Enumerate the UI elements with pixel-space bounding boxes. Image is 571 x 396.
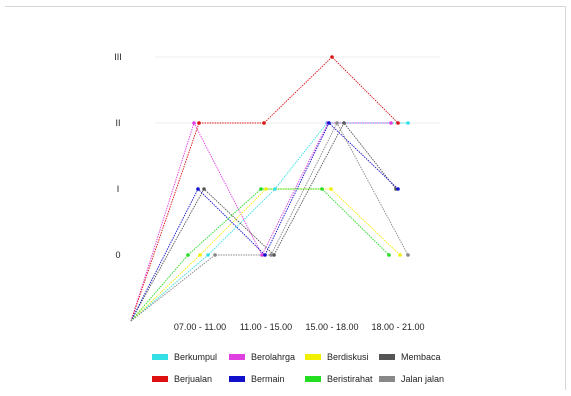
series-line bbox=[130, 122, 397, 322]
data-point bbox=[263, 253, 267, 257]
data-point bbox=[269, 253, 273, 257]
legend-label: Berdiskusi bbox=[327, 352, 369, 362]
data-point bbox=[406, 253, 410, 257]
y-tick-label: I bbox=[117, 184, 120, 194]
data-point bbox=[206, 253, 210, 257]
legend-swatch bbox=[229, 376, 245, 382]
legend-swatch bbox=[305, 354, 321, 360]
x-tick-label: 07.00 - 11.00 bbox=[174, 322, 226, 332]
data-point bbox=[260, 253, 264, 257]
legend: Berkumpul Berolahrga Berdiskusi Membaca Berj… bbox=[152, 352, 444, 384]
series-line bbox=[130, 122, 409, 322]
data-point bbox=[396, 187, 400, 191]
data-point bbox=[262, 121, 266, 125]
data-point bbox=[335, 121, 339, 125]
data-point bbox=[327, 121, 331, 125]
series-lines bbox=[130, 56, 409, 322]
data-point bbox=[198, 253, 202, 257]
legend-swatch bbox=[229, 354, 245, 360]
y-tick-label: II bbox=[115, 118, 120, 128]
data-point bbox=[389, 121, 393, 125]
series-line bbox=[130, 56, 399, 322]
legend-swatch bbox=[152, 376, 168, 382]
legend-label: Jalan jalan bbox=[401, 374, 444, 384]
legend-label: Beristirahat bbox=[327, 374, 373, 384]
data-point bbox=[320, 187, 324, 191]
data-point bbox=[342, 121, 346, 125]
chart-frame bbox=[5, 6, 566, 390]
legend-swatch bbox=[379, 354, 395, 360]
data-point bbox=[387, 253, 391, 257]
y-tick-label: III bbox=[114, 52, 122, 62]
x-tick-label: 18.00 - 21.00 bbox=[371, 322, 424, 332]
x-axis-ticks: 07.00 - 11.00 11.00 - 15.00 15.00 - 18.00 1… bbox=[174, 322, 425, 332]
legend-label: Berkumpul bbox=[174, 352, 217, 362]
legend-label: Bermain bbox=[251, 374, 285, 384]
legend-label: Berjualan bbox=[174, 374, 212, 384]
legend-label: Membaca bbox=[401, 352, 441, 362]
legend-label: Berolahrga bbox=[251, 352, 295, 362]
y-tick-label: 0 bbox=[115, 250, 120, 260]
data-point bbox=[197, 121, 201, 125]
data-point bbox=[330, 55, 334, 59]
series-line bbox=[130, 122, 399, 322]
legend-swatch bbox=[379, 376, 395, 382]
data-point bbox=[398, 253, 402, 257]
data-point bbox=[192, 121, 196, 125]
data-point bbox=[186, 253, 190, 257]
data-point bbox=[196, 187, 200, 191]
legend-swatch bbox=[152, 354, 168, 360]
data-point bbox=[406, 121, 410, 125]
data-point bbox=[272, 253, 276, 257]
data-point bbox=[259, 187, 263, 191]
data-point bbox=[264, 187, 268, 191]
x-tick-label: 11.00 - 15.00 bbox=[240, 322, 292, 332]
x-tick-label: 15.00 - 18.00 bbox=[305, 322, 358, 332]
series-line bbox=[130, 122, 408, 322]
series-line bbox=[130, 121, 391, 322]
data-point bbox=[273, 187, 277, 191]
data-point bbox=[213, 253, 217, 257]
data-point bbox=[329, 187, 333, 191]
series-points bbox=[186, 55, 410, 257]
data-point bbox=[396, 121, 400, 125]
legend-swatch bbox=[305, 376, 321, 382]
data-point bbox=[202, 187, 206, 191]
